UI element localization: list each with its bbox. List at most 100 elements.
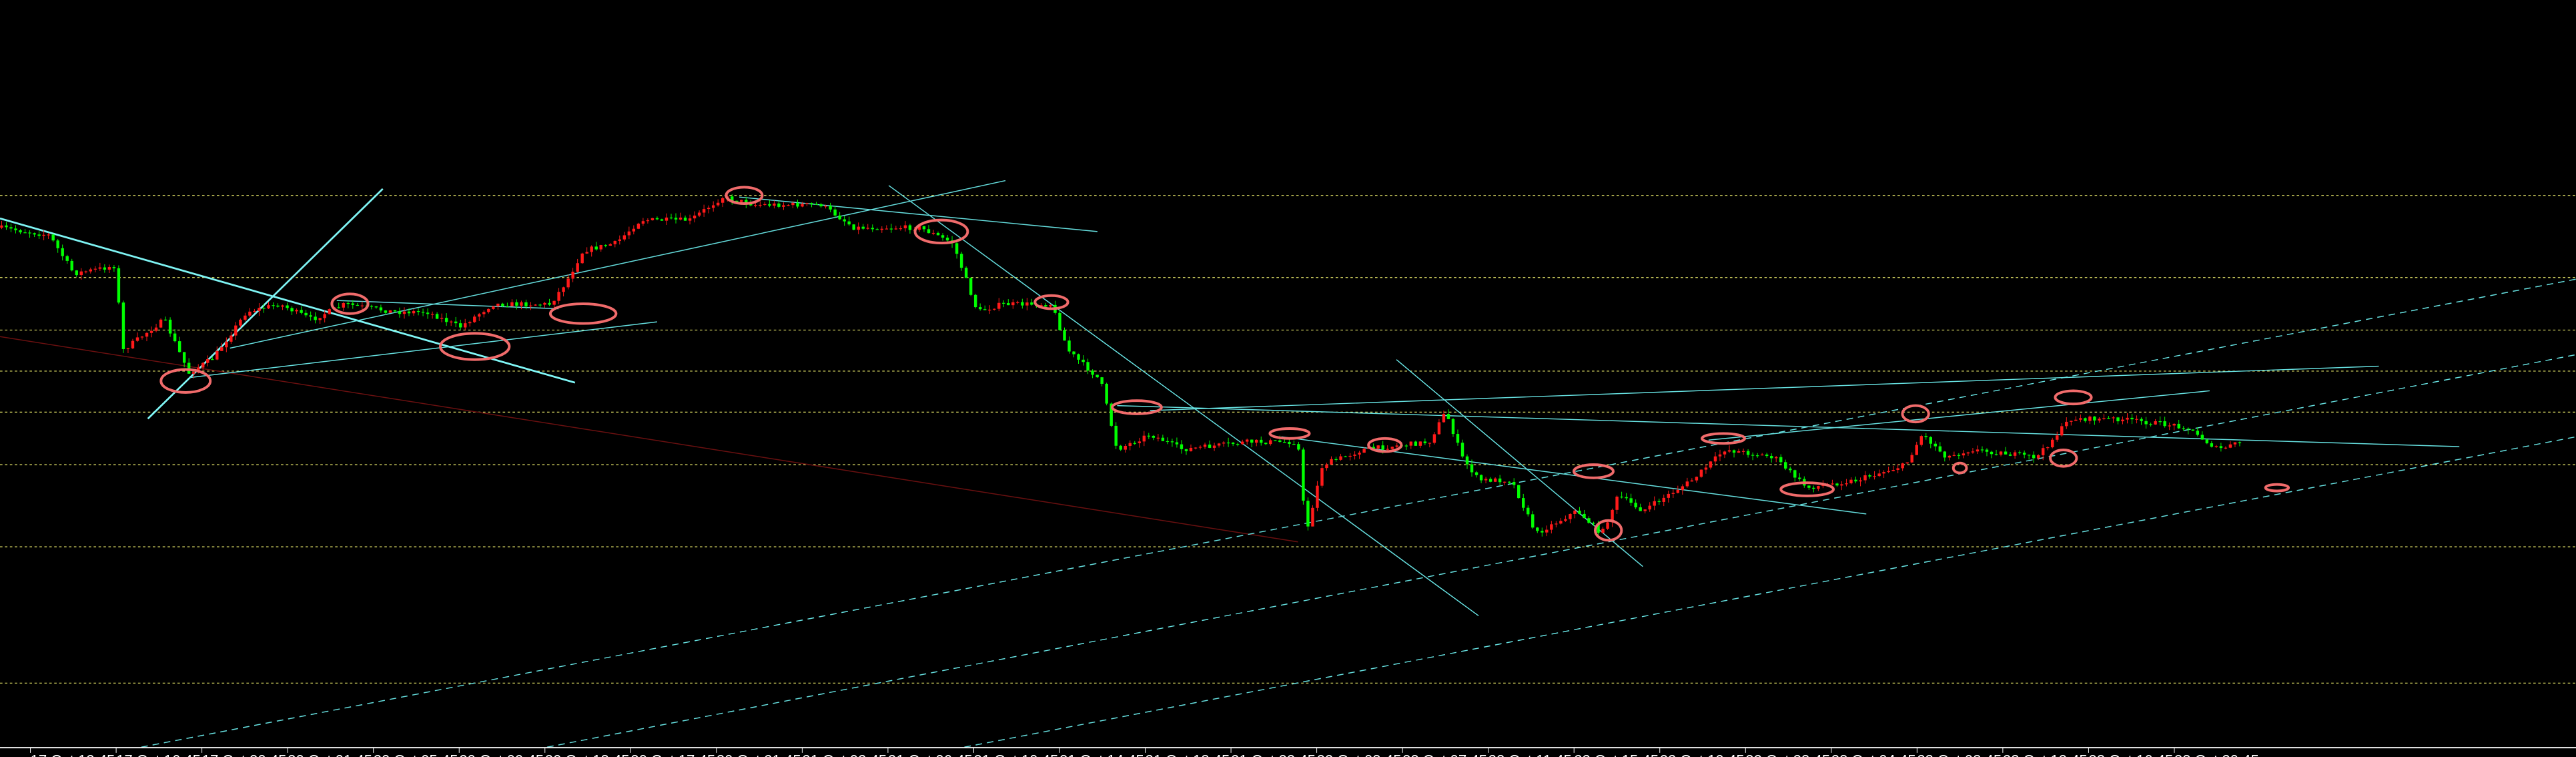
candle: [1746, 449, 1750, 458]
candle-body: [632, 228, 636, 232]
candle: [636, 222, 640, 230]
candle-body: [2074, 419, 2078, 421]
candle: [370, 304, 374, 310]
candle: [328, 308, 331, 315]
candle: [721, 196, 725, 208]
candle-body: [538, 304, 542, 306]
candle: [2205, 439, 2209, 445]
candle-body: [1166, 441, 1170, 443]
candle-body: [585, 252, 588, 254]
candle-body: [787, 205, 790, 206]
candle-body: [2013, 452, 2017, 456]
candle: [908, 224, 912, 234]
candle-body: [220, 347, 224, 351]
candle: [543, 302, 546, 308]
candle: [1985, 448, 1989, 457]
candle: [388, 310, 392, 313]
candle: [1470, 459, 1474, 477]
candle-body: [1184, 449, 1188, 451]
candle: [2056, 431, 2059, 442]
candle: [1414, 441, 1418, 446]
candle: [562, 286, 565, 297]
candle: [773, 200, 776, 209]
candle: [885, 225, 889, 230]
candle: [1451, 418, 1455, 437]
candle-body: [2163, 421, 2166, 427]
candle-body: [1976, 449, 1980, 452]
candle: [2191, 429, 2194, 431]
candle: [927, 225, 931, 234]
candle-body: [1334, 459, 1338, 461]
candle: [1189, 444, 1193, 452]
candle-body: [1507, 481, 1511, 483]
candle: [211, 356, 214, 360]
candle: [2149, 423, 2152, 427]
candle: [1030, 298, 1033, 306]
candle: [398, 307, 402, 318]
candle: [571, 268, 574, 282]
candle-body: [1316, 485, 1319, 508]
candle: [84, 270, 87, 274]
candle-body: [2079, 418, 2082, 420]
candle-body: [2214, 446, 2218, 447]
candle-body: [843, 219, 846, 222]
candle: [37, 231, 41, 239]
candle-body: [801, 204, 804, 207]
candle: [2182, 426, 2185, 431]
candle: [1274, 440, 1277, 441]
candle: [290, 306, 294, 315]
candle-body: [2041, 448, 2045, 455]
channel-dashed-line: [546, 354, 2576, 748]
candle-body: [716, 202, 720, 206]
candle-body: [323, 314, 326, 318]
candle-body: [1096, 374, 1099, 378]
candle-body: [1863, 475, 1867, 481]
highlight-ellipse: [548, 302, 618, 325]
candle-body: [33, 233, 36, 235]
candle: [135, 332, 139, 342]
candle-body: [627, 231, 631, 236]
candle: [1620, 491, 1623, 499]
candle-body: [1086, 362, 1090, 371]
candle: [983, 305, 987, 310]
candle: [2084, 417, 2087, 423]
candle: [997, 298, 1001, 312]
candle-body: [14, 228, 17, 230]
candle-body: [51, 234, 55, 241]
candle-body: [1147, 435, 1151, 437]
candle: [534, 304, 537, 306]
candle: [2098, 417, 2101, 423]
candle-body: [754, 205, 757, 206]
candle-body: [253, 310, 256, 312]
candle: [1601, 526, 1605, 534]
candle-body: [1709, 461, 1713, 468]
candle: [693, 211, 697, 223]
candle-body: [1240, 441, 1244, 445]
candle-body: [510, 302, 514, 306]
candle-body: [740, 200, 743, 202]
candle-body: [871, 228, 874, 230]
candle-body: [1755, 455, 1759, 457]
candle: [1142, 431, 1146, 447]
candle: [1789, 466, 1792, 473]
candle: [2079, 414, 2082, 423]
candle: [1320, 464, 1324, 488]
candle: [454, 316, 458, 328]
candle-body: [880, 228, 884, 230]
candle: [945, 234, 949, 243]
candle: [1643, 509, 1647, 514]
candle: [47, 232, 50, 239]
candle: [140, 336, 144, 340]
candle: [2158, 416, 2162, 426]
candle: [323, 310, 326, 323]
candle-body: [75, 270, 78, 276]
candle: [679, 212, 683, 221]
candle: [1166, 437, 1170, 445]
candle-body: [1971, 451, 1975, 453]
candle: [1418, 441, 1422, 449]
candle: [2022, 450, 2026, 459]
candle: [416, 308, 420, 316]
candle: [2018, 450, 2022, 455]
candle-body: [1274, 440, 1277, 441]
